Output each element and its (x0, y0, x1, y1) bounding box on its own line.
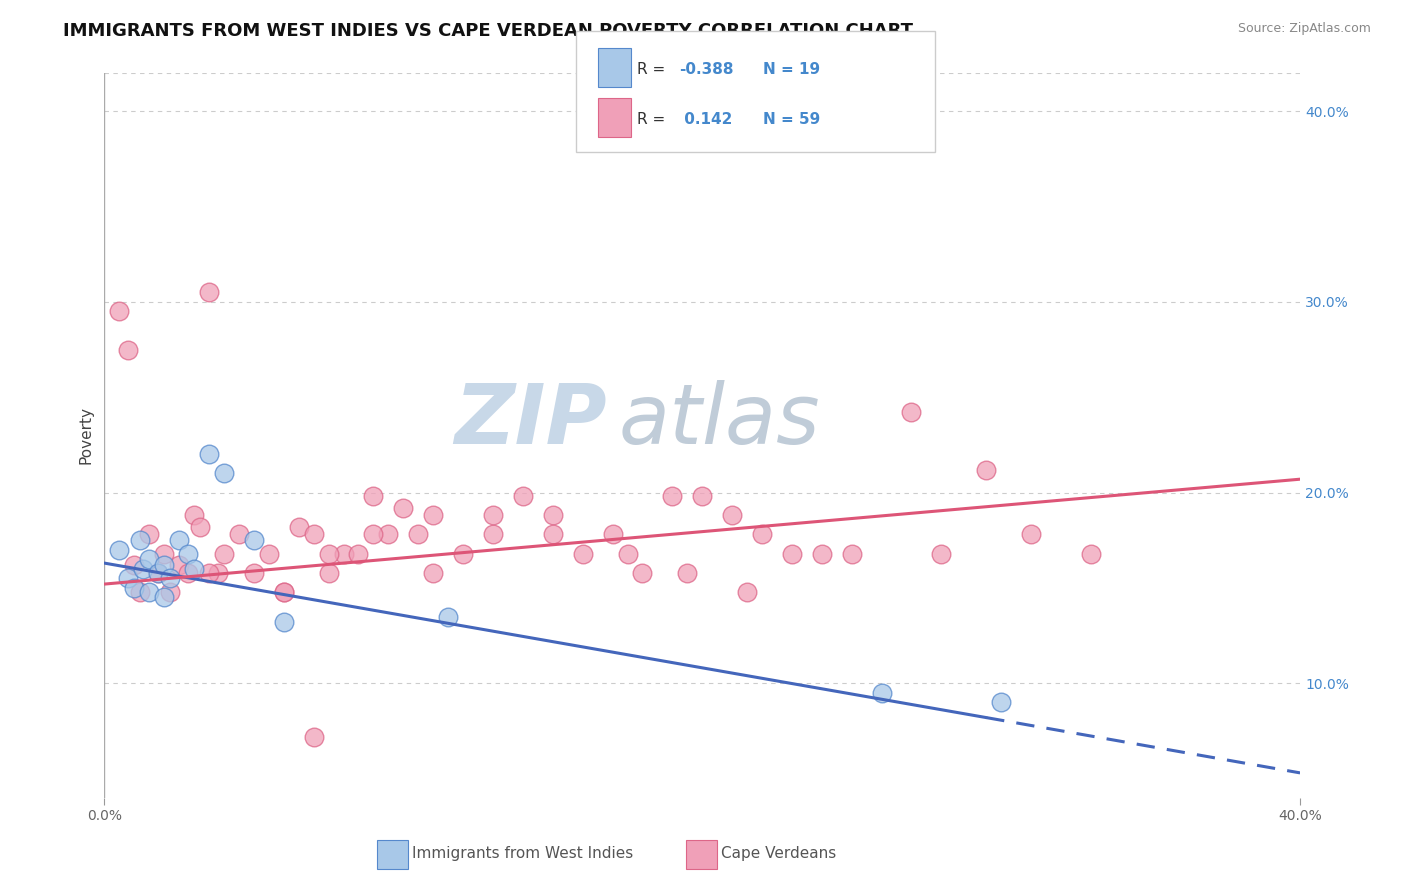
Point (198, 566, 221, 580)
Point (661, 489, 683, 503)
Point (931, 547, 953, 561)
Point (990, 695, 1012, 709)
Point (153, 591, 176, 605)
Point (273, 584, 295, 599)
Point (167, 558, 190, 572)
Point (735, 584, 758, 599)
Point (377, 527, 399, 541)
Point (177, 547, 200, 561)
Point (631, 566, 654, 580)
Point (616, 547, 638, 561)
Point (482, 508, 505, 523)
Point (148, 566, 170, 580)
Point (870, 686, 893, 700)
Point (183, 562, 205, 576)
Text: ZIP: ZIP (454, 380, 606, 461)
Point (167, 533, 190, 548)
Point (159, 571, 181, 585)
Point (243, 533, 266, 548)
Point (571, 547, 593, 561)
Point (602, 527, 624, 541)
Point (129, 584, 152, 599)
Point (676, 566, 699, 580)
Point (159, 584, 181, 599)
Point (117, 343, 139, 357)
Point (392, 500, 415, 515)
Point (138, 552, 160, 566)
Point (437, 609, 460, 624)
Point (177, 566, 200, 580)
Text: Source: ZipAtlas.com: Source: ZipAtlas.com (1237, 22, 1371, 36)
Point (1080, 547, 1102, 561)
Text: Cape Verdeans: Cape Verdeans (721, 847, 837, 861)
Point (207, 566, 229, 580)
Point (751, 527, 773, 541)
Point (780, 547, 803, 561)
Point (273, 615, 295, 630)
Point (212, 467, 235, 481)
Point (198, 285, 221, 300)
Point (1019, 527, 1042, 541)
Point (124, 558, 146, 572)
Point (198, 447, 221, 461)
Point (721, 508, 744, 523)
Point (900, 405, 922, 419)
Point (810, 547, 832, 561)
Text: N = 59: N = 59 (763, 112, 821, 127)
Point (363, 489, 385, 503)
Point (841, 547, 863, 561)
Point (117, 571, 139, 585)
Point (482, 527, 505, 541)
Point (138, 527, 160, 541)
Point (974, 463, 997, 477)
Point (363, 527, 385, 541)
Point (406, 527, 429, 541)
Point (302, 527, 325, 541)
Text: R =: R = (637, 112, 671, 127)
Point (541, 508, 564, 523)
Point (153, 547, 176, 561)
Text: R =: R = (637, 62, 671, 77)
Point (422, 566, 444, 580)
Point (108, 304, 131, 318)
Y-axis label: Poverty: Poverty (79, 407, 93, 465)
Point (257, 547, 280, 561)
Text: -0.388: -0.388 (679, 62, 734, 77)
Point (124, 581, 146, 595)
Text: N = 19: N = 19 (763, 62, 821, 77)
Point (287, 520, 309, 534)
Text: 0.142: 0.142 (679, 112, 733, 127)
Point (188, 520, 211, 534)
Point (108, 542, 131, 557)
Point (318, 566, 340, 580)
Point (451, 547, 474, 561)
Text: Immigrants from West Indies: Immigrants from West Indies (412, 847, 633, 861)
Point (347, 547, 370, 561)
Point (422, 508, 444, 523)
Point (129, 533, 152, 548)
Point (512, 489, 534, 503)
Point (541, 527, 564, 541)
Point (183, 508, 205, 523)
Point (318, 547, 340, 561)
Point (690, 489, 713, 503)
Point (302, 730, 325, 744)
Point (153, 558, 176, 572)
Point (243, 566, 266, 580)
Point (148, 566, 170, 580)
Text: IMMIGRANTS FROM WEST INDIES VS CAPE VERDEAN POVERTY CORRELATION CHART: IMMIGRANTS FROM WEST INDIES VS CAPE VERD… (63, 22, 914, 40)
Point (228, 527, 250, 541)
Point (332, 547, 354, 561)
Point (212, 547, 235, 561)
Point (132, 562, 155, 576)
Point (273, 584, 295, 599)
Point (138, 584, 160, 599)
Text: atlas: atlas (619, 380, 820, 461)
